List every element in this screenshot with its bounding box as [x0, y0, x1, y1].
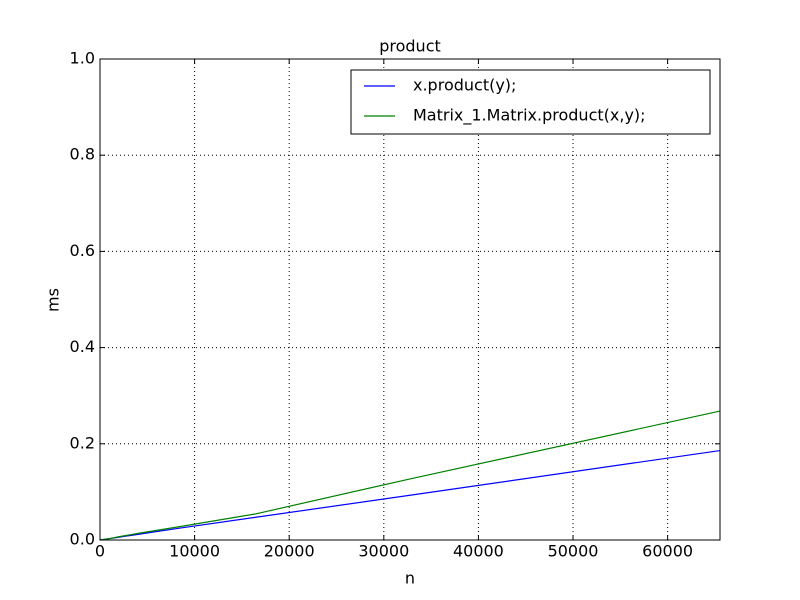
y-tick-label: 0.4: [70, 337, 95, 356]
legend-label: Matrix_1.Matrix.product(x,y);: [413, 106, 646, 126]
y-tick-label: 0.2: [70, 433, 95, 452]
x-tick-label: 50000: [548, 542, 599, 561]
x-tick-label: 40000: [453, 542, 504, 561]
line-series: [99, 410, 721, 541]
line-series: [99, 449, 721, 541]
x-tick-label: 10000: [169, 542, 220, 561]
legend-box: [350, 69, 711, 135]
x-tick-label: 0: [95, 542, 105, 561]
plot-frame: [99, 58, 721, 541]
y-tick-label: 0.0: [70, 530, 95, 549]
legend-label: x.product(y);: [413, 76, 516, 95]
y-tick-label: 1.0: [70, 49, 95, 68]
y-tick-label: 0.6: [70, 241, 95, 260]
x-tick-label: 60000: [642, 542, 693, 561]
y-axis-label: ms: [44, 288, 63, 312]
x-axis-label: n: [405, 569, 415, 588]
x-tick-label: 20000: [264, 542, 315, 561]
x-tick-label: 30000: [358, 542, 409, 561]
y-tick-label: 0.8: [70, 145, 95, 164]
chart-title: product: [379, 37, 441, 56]
